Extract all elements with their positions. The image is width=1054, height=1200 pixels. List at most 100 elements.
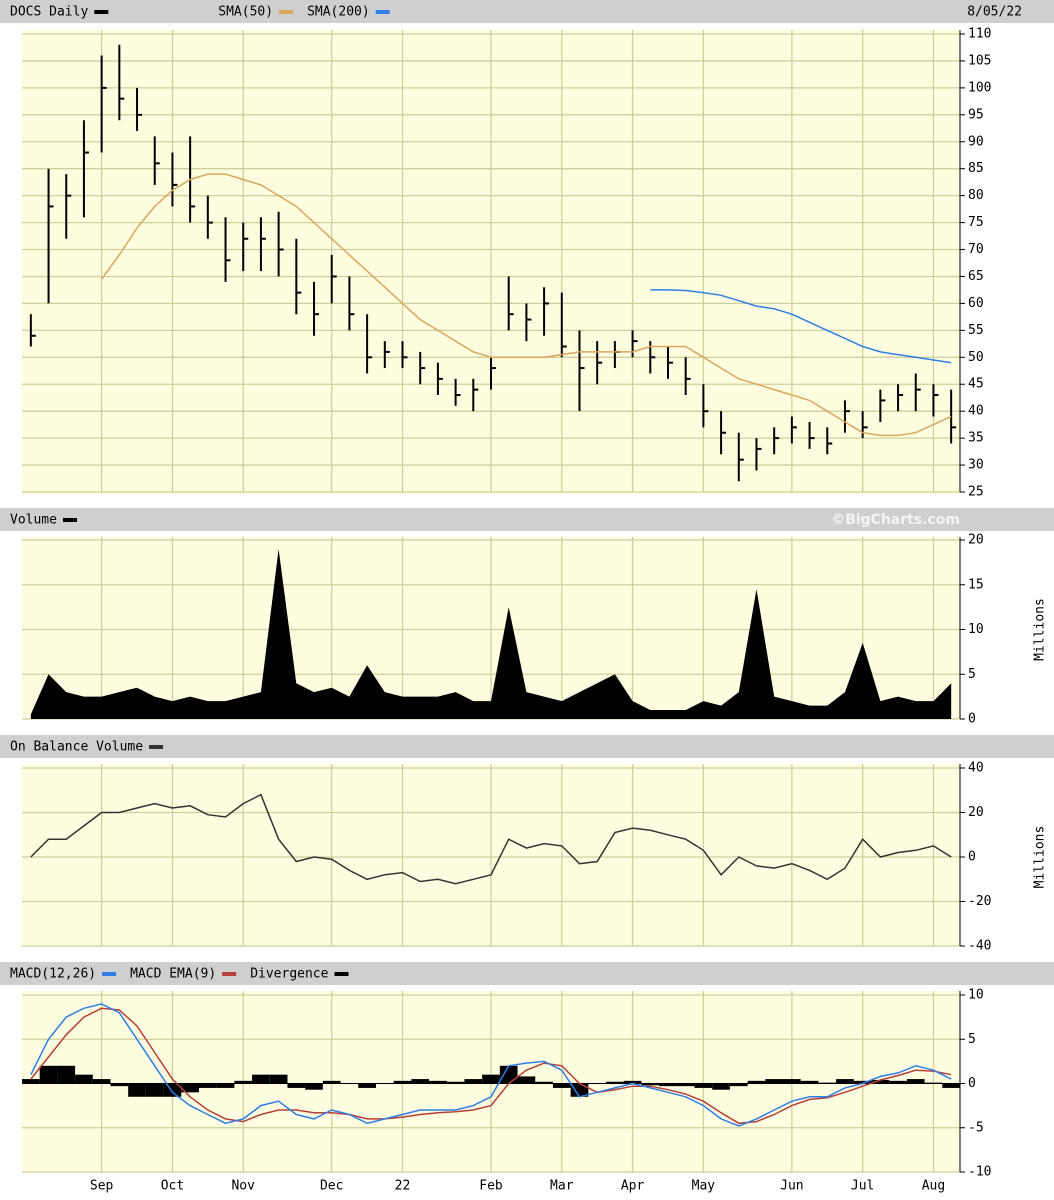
legend-swatch	[375, 10, 390, 14]
y-tick-label: -5	[968, 1120, 984, 1135]
divergence-bar	[234, 1080, 253, 1084]
divergence-bar	[39, 1065, 58, 1084]
legend-swatch	[62, 518, 77, 522]
divergence-bar	[110, 1083, 129, 1087]
panel-header	[0, 0, 1054, 23]
divergence-bar	[252, 1074, 270, 1084]
y-axis-label: Millions	[1033, 826, 1048, 889]
x-tick-label: Nov	[231, 1179, 255, 1194]
legend-swatch	[334, 972, 349, 976]
x-tick-label: Oct	[161, 1179, 184, 1194]
y-tick-label: -10	[968, 1165, 991, 1180]
x-tick-label: May	[692, 1179, 716, 1194]
y-tick-label: 65	[968, 269, 984, 284]
y-tick-label: 5	[968, 667, 976, 682]
obv-line	[30, 793, 952, 885]
y-tick-label: 95	[968, 107, 984, 122]
divergence-bar	[570, 1083, 589, 1097]
legend-swatch	[279, 10, 294, 14]
divergence-bar	[482, 1074, 500, 1084]
divergence-bar	[712, 1083, 730, 1090]
x-tick-label: Aug	[922, 1179, 945, 1194]
y-tick-label: 70	[968, 242, 984, 257]
chart-date: 8/05/22	[967, 5, 1022, 20]
y-tick-label: 15	[968, 577, 984, 592]
divergence-bar	[429, 1080, 447, 1084]
y-tick-label: 0	[968, 712, 976, 727]
x-tick-label: Apr	[621, 1179, 645, 1194]
moving-average	[100, 173, 952, 437]
y-tick-label: 85	[968, 161, 984, 176]
legend-label: Divergence	[250, 967, 328, 982]
divergence-bar	[747, 1080, 766, 1084]
divergence-bar	[181, 1083, 199, 1093]
divergence-bar	[623, 1080, 642, 1084]
y-tick-label: 55	[968, 323, 984, 338]
y-tick-label: -20	[968, 894, 991, 909]
y-tick-label: 5	[968, 1032, 976, 1047]
y-tick-label: 25	[968, 485, 984, 500]
y-tick-label: 20	[968, 533, 984, 548]
legend-label: SMA(200)	[307, 5, 370, 20]
panel-header	[0, 735, 1054, 758]
divergence-bar	[216, 1083, 235, 1088]
divergence-bar	[128, 1083, 146, 1097]
y-tick-label: 0	[968, 1076, 976, 1091]
x-tick-label: Sep	[90, 1179, 114, 1194]
y-tick-label: 35	[968, 431, 984, 446]
legend-swatch	[222, 972, 237, 976]
y-tick-label: 10	[968, 622, 984, 637]
macd-line	[30, 1003, 952, 1127]
divergence-bar	[22, 1079, 40, 1084]
divergence-bar	[517, 1076, 536, 1084]
y-tick-label: 10	[968, 988, 984, 1003]
x-tick-label: Feb	[479, 1179, 503, 1194]
legend-label: SMA(50)	[218, 5, 273, 20]
divergence-bar	[641, 1083, 660, 1086]
divergence-bar	[499, 1065, 518, 1084]
y-tick-label: 45	[968, 377, 984, 392]
legend-swatch	[102, 972, 117, 976]
legend-swatch	[149, 745, 164, 749]
legend-label: On Balance Volume	[10, 740, 143, 755]
divergence-bar	[765, 1079, 784, 1084]
legend-swatch	[94, 10, 109, 14]
divergence-bar	[676, 1083, 695, 1087]
divergence-bar	[198, 1083, 217, 1088]
divergence-bar	[75, 1074, 93, 1084]
divergence-bar	[57, 1065, 76, 1084]
divergence-bar	[92, 1079, 111, 1084]
divergence-bar	[783, 1079, 801, 1084]
legend-label: DOCS Daily	[10, 5, 88, 20]
divergence-bar	[606, 1081, 624, 1084]
divergence-bar	[464, 1079, 483, 1084]
divergence-bar	[871, 1079, 890, 1084]
legend-label: MACD(12,26)	[10, 967, 96, 982]
y-axis-label: Millions	[1033, 598, 1048, 661]
y-tick-label: 60	[968, 296, 984, 311]
y-tick-label: 40	[968, 404, 984, 419]
y-tick-label: 80	[968, 188, 984, 203]
legend-label: Volume	[10, 513, 57, 528]
divergence-bar	[942, 1083, 960, 1088]
divergence-bar	[393, 1080, 412, 1084]
x-tick-label: Jul	[851, 1179, 874, 1194]
divergence-bar	[269, 1074, 288, 1084]
y-tick-label: 20	[968, 805, 984, 820]
divergence-bar	[322, 1080, 341, 1084]
moving-average	[650, 289, 952, 364]
divergence-bar	[358, 1083, 376, 1088]
panel-header	[0, 508, 1054, 531]
divergence-bar	[800, 1080, 819, 1084]
divergence-bar	[552, 1083, 571, 1088]
divergence-bar	[906, 1079, 925, 1084]
divergence-bar	[446, 1081, 465, 1084]
y-tick-label: 50	[968, 350, 984, 365]
divergence-bar	[853, 1080, 872, 1084]
volume-area	[30, 549, 952, 719]
x-tick-label: Dec	[320, 1179, 343, 1194]
x-tick-label: Jun	[780, 1179, 803, 1194]
divergence-bar	[694, 1083, 713, 1088]
divergence-bar	[535, 1081, 553, 1084]
